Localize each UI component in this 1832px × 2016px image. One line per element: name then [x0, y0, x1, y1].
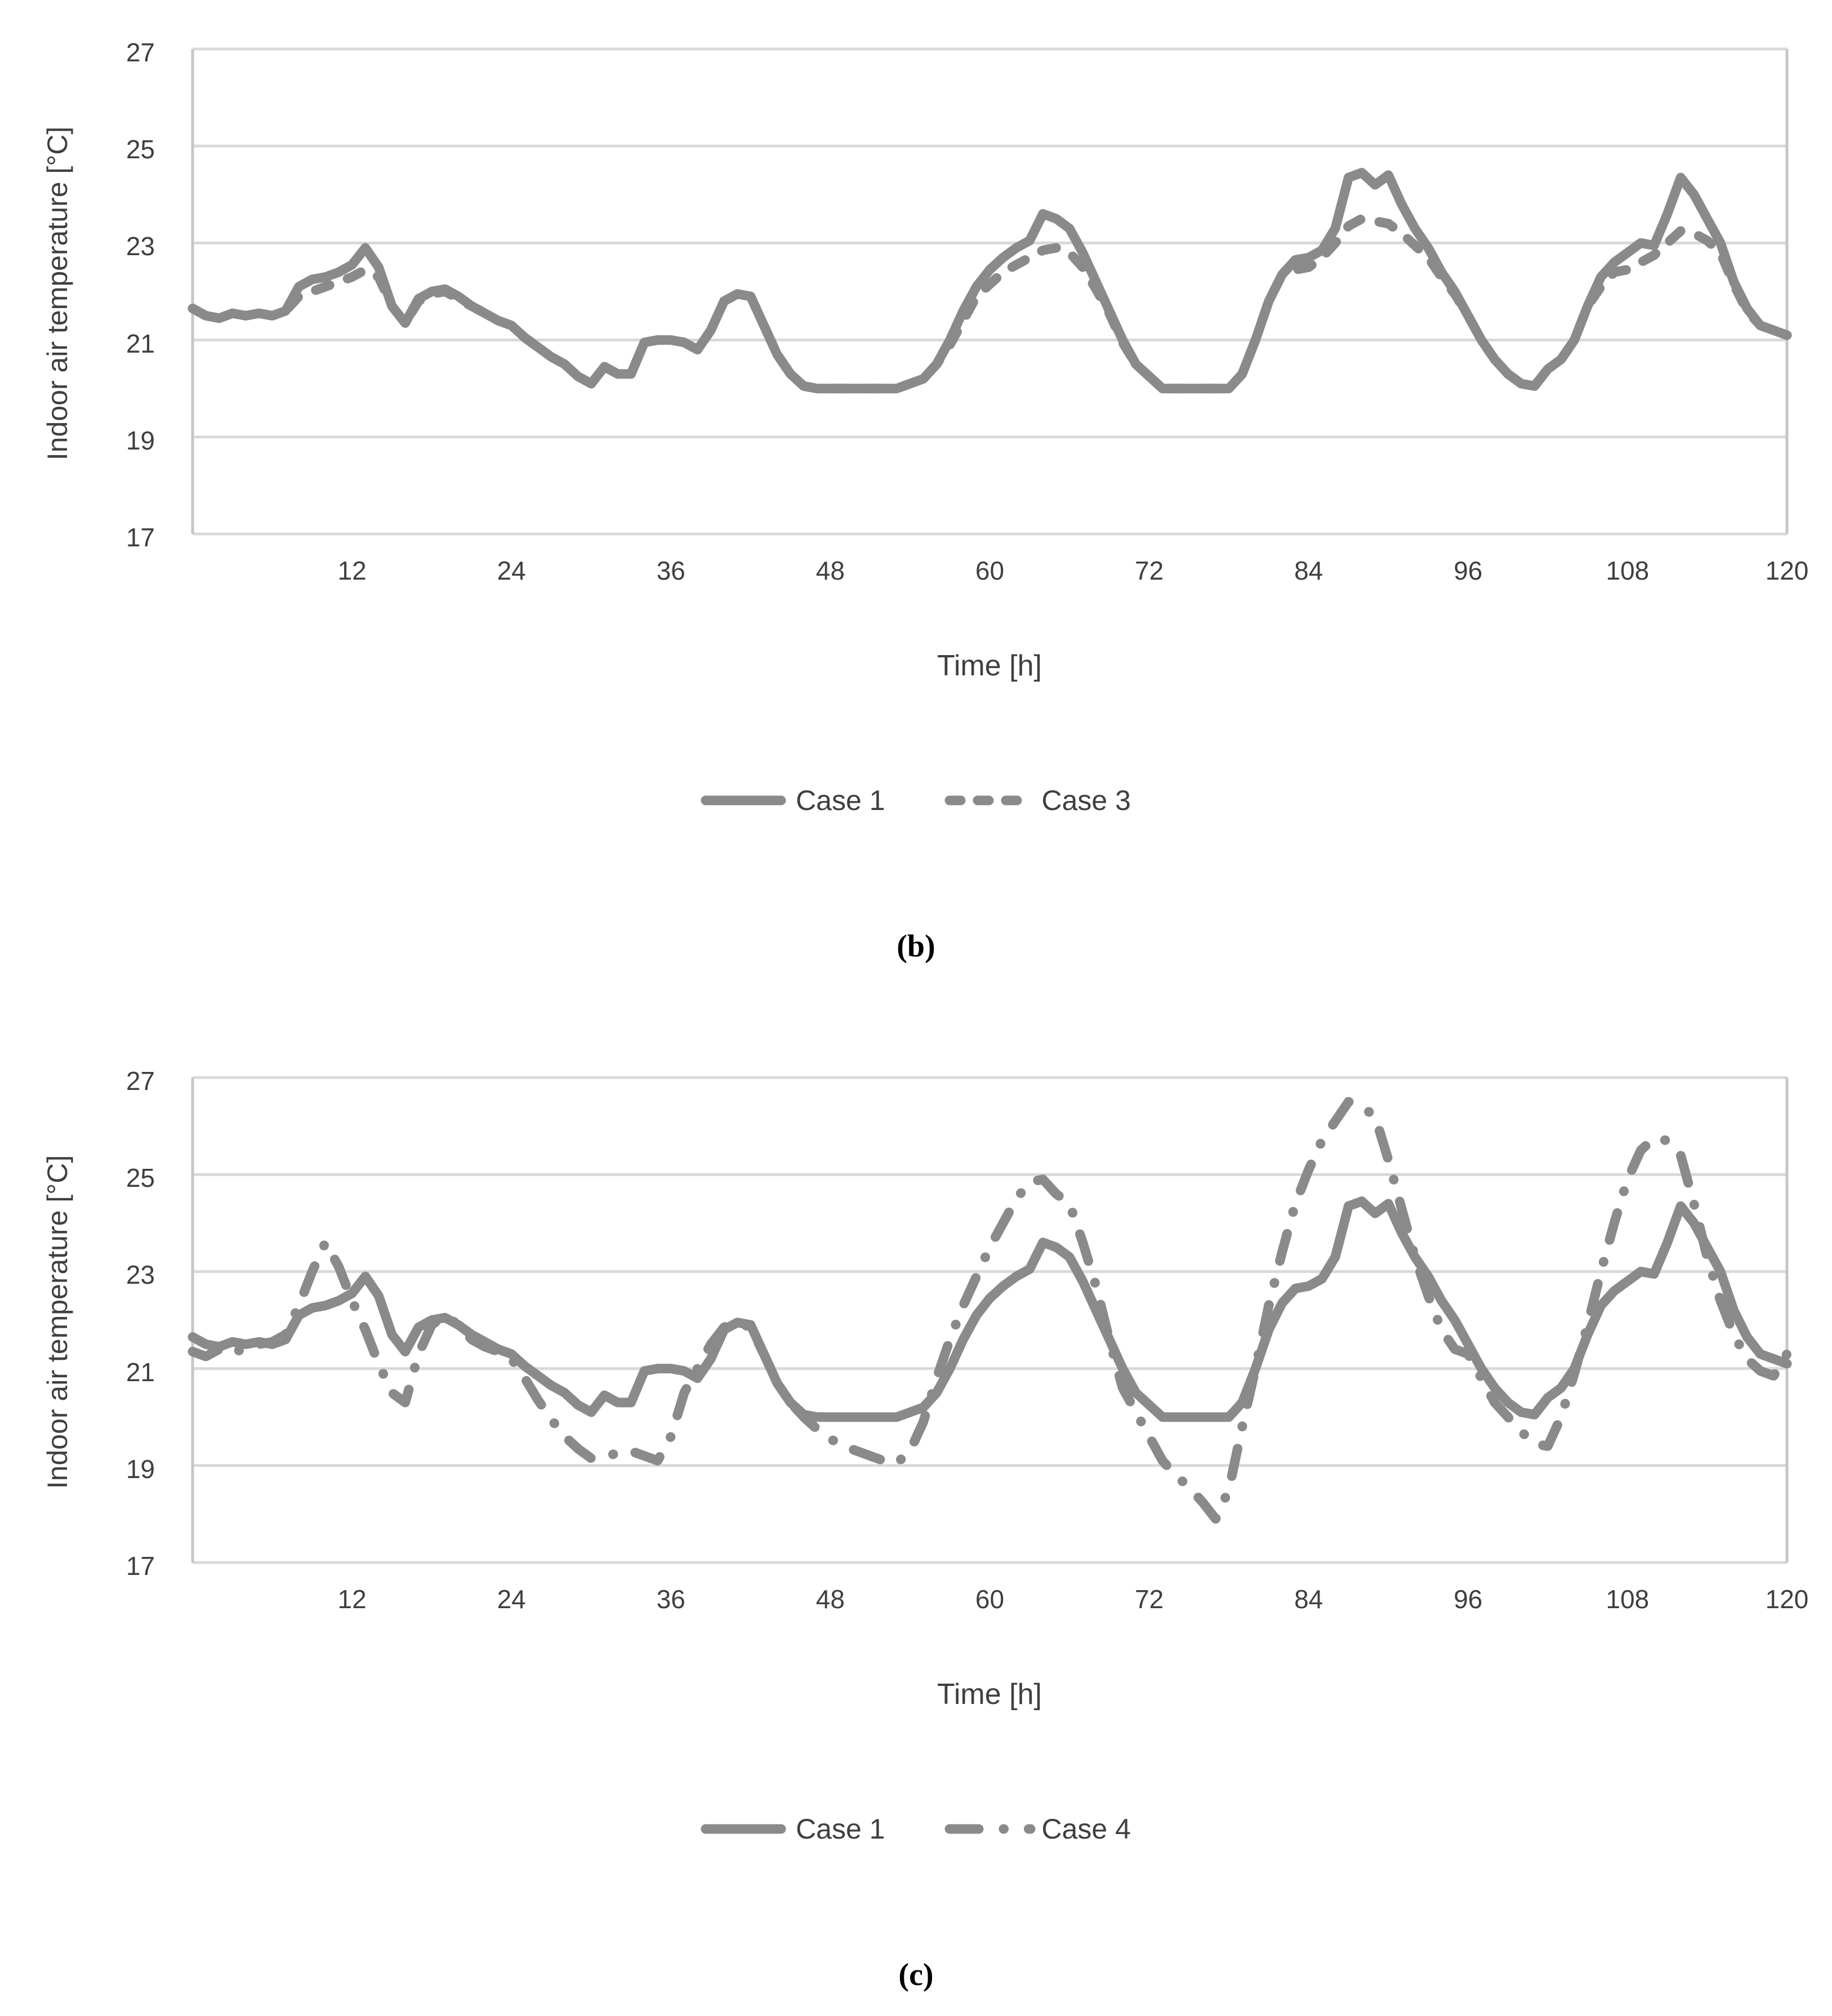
series-line-case4	[188, 1097, 1792, 1524]
y-tick-label-19: 19	[126, 1454, 155, 1484]
x-tick-label-84: 84	[1294, 1585, 1323, 1614]
x-tick-label-72: 72	[1135, 1585, 1164, 1614]
case3-dashed-line-swatch-icon	[944, 795, 1035, 805]
x-tick-label-36: 36	[656, 556, 685, 585]
legend-item-case4: Case 4	[944, 1813, 1131, 1845]
plot-area-c	[188, 1076, 1792, 1564]
legend-item-case3: Case 3	[944, 784, 1131, 817]
y-tick-label-21: 21	[126, 328, 155, 358]
x-tick-label-48: 48	[815, 556, 845, 585]
x-tick-label-108: 108	[1606, 1585, 1650, 1614]
y-tick-label-27: 27	[126, 38, 155, 67]
y-tick-label-23: 23	[126, 232, 155, 261]
x-tick-label-12: 12	[337, 556, 367, 585]
caption-b: (b)	[897, 929, 935, 964]
case4-dashdot-line-swatch-icon	[944, 1824, 1035, 1834]
case1-solid-line-swatch-icon	[701, 795, 786, 805]
x-axis-title-b: Time [h]	[937, 649, 1042, 682]
x-tick-label-120: 120	[1765, 1585, 1809, 1614]
y-tick-label-17: 17	[126, 523, 155, 552]
series-line-case3	[188, 213, 1792, 394]
y-axis-title-c: Indoor air temperature [°C]	[42, 1155, 73, 1489]
y-axis-title-b: Indoor air temperature [°C]	[42, 126, 73, 461]
plot-area-b	[188, 47, 1792, 536]
legend-item-case1-c: Case 1	[701, 1813, 885, 1845]
legend-label-case1-c: Case 1	[796, 1813, 885, 1845]
series-line-case1	[188, 1196, 1792, 1422]
legend-c: Case 1 Case 4	[0, 1813, 1832, 1845]
y-tick-label-25: 25	[126, 135, 155, 164]
x-tick-label-108: 108	[1606, 556, 1650, 585]
legend-label-case3: Case 3	[1041, 785, 1131, 816]
x-tick-label-72: 72	[1135, 556, 1164, 585]
x-tick-label-60: 60	[975, 556, 1005, 585]
x-tick-label-12: 12	[337, 1585, 367, 1614]
x-axis-title-c: Time [h]	[937, 1678, 1042, 1711]
legend-label-case4: Case 4	[1041, 1813, 1131, 1845]
y-tick-label-21: 21	[126, 1357, 155, 1387]
x-tick-label-48: 48	[815, 1585, 845, 1614]
legend-label-case1-b: Case 1	[796, 785, 885, 816]
legend-item-case1-b: Case 1	[701, 784, 885, 817]
y-tick-label-25: 25	[126, 1163, 155, 1193]
x-tick-label-24: 24	[497, 556, 526, 585]
legend-b: Case 1 Case 3	[0, 784, 1832, 817]
caption-c: (c)	[898, 1957, 934, 1992]
y-tick-label-19: 19	[126, 425, 155, 455]
x-tick-label-96: 96	[1454, 556, 1483, 585]
case1-solid-line-swatch-icon	[701, 1824, 786, 1834]
x-tick-label-24: 24	[497, 1585, 526, 1614]
y-tick-label-23: 23	[126, 1260, 155, 1290]
x-tick-label-36: 36	[656, 1585, 685, 1614]
x-tick-label-84: 84	[1294, 556, 1323, 585]
x-tick-label-120: 120	[1765, 556, 1809, 585]
y-tick-label-17: 17	[126, 1551, 155, 1581]
y-tick-label-27: 27	[126, 1066, 155, 1096]
x-tick-label-96: 96	[1454, 1585, 1483, 1614]
x-tick-label-60: 60	[975, 1585, 1005, 1614]
